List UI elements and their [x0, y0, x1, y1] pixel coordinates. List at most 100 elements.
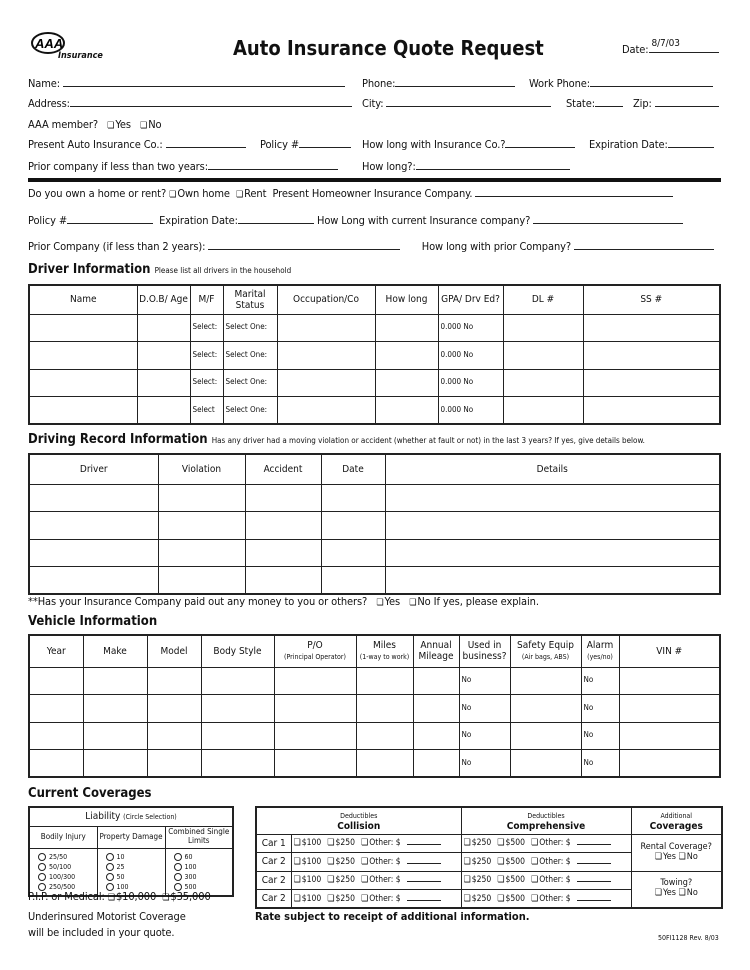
table-cell[interactable] [28, 396, 138, 425]
table-cell[interactable]: No [580, 721, 620, 750]
present-auto-field[interactable]: Present Auto Insurance Co.: [28, 138, 246, 151]
table-cell[interactable] [273, 721, 357, 750]
name-field[interactable]: Name: [28, 77, 346, 90]
table-cell[interactable] [136, 313, 191, 342]
collision-other-input[interactable] [406, 837, 441, 846]
date-field[interactable]: Date: 8/7/03 [622, 38, 719, 56]
table-cell[interactable] [244, 511, 322, 540]
table-cell[interactable] [276, 313, 376, 342]
comprehensive-option-checkbox[interactable]: $500 [497, 857, 525, 867]
table-cell[interactable]: Select [189, 396, 224, 425]
pip-10000-checkbox[interactable]: $10,000 [108, 890, 156, 903]
table-cell[interactable] [412, 694, 460, 723]
table-cell[interactable] [412, 749, 460, 778]
table-cell[interactable] [374, 368, 439, 397]
collision-option-checkbox[interactable]: Other: $ [361, 838, 401, 848]
no-checkbox[interactable]: No [679, 852, 698, 862]
phone-field[interactable]: Phone: [362, 77, 516, 90]
table-cell[interactable]: No [458, 749, 511, 778]
liability-option[interactable]: 60 [173, 852, 225, 862]
table-cell[interactable] [157, 483, 246, 512]
table-cell[interactable] [273, 666, 357, 695]
aaa-yes-checkbox[interactable]: Yes [107, 118, 131, 131]
liability-option[interactable]: 100 [105, 882, 157, 892]
table-cell[interactable] [136, 396, 191, 425]
table-cell[interactable]: 0.000 No [437, 396, 504, 425]
table-cell[interactable] [582, 396, 721, 425]
comprehensive-option-checkbox[interactable]: Other: $ [531, 838, 571, 848]
collision-other-input[interactable] [406, 856, 441, 864]
home-prior-how-long-input[interactable] [574, 240, 715, 250]
payout-no-checkbox[interactable]: No [409, 595, 431, 608]
table-cell[interactable] [28, 341, 138, 370]
table-cell[interactable] [28, 694, 84, 723]
liability-option[interactable]: 10 [105, 852, 157, 862]
home-prior-input[interactable] [208, 240, 401, 250]
how-long-field[interactable]: How long?: [362, 160, 570, 173]
liability-option[interactable]: 100 [173, 862, 225, 872]
table-cell[interactable] [136, 368, 191, 397]
table-cell[interactable] [618, 749, 721, 778]
homeowner-company-input[interactable] [475, 187, 674, 197]
comprehensive-option-checkbox[interactable]: $500 [497, 894, 525, 904]
table-cell[interactable] [374, 313, 439, 342]
table-cell[interactable] [384, 511, 721, 540]
table-cell[interactable] [374, 341, 439, 370]
collision-option-checkbox[interactable]: Other: $ [361, 875, 401, 885]
table-cell[interactable] [502, 396, 584, 425]
liability-option[interactable]: 50/100 [38, 862, 89, 872]
table-cell[interactable] [320, 511, 386, 540]
table-cell[interactable] [502, 368, 584, 397]
liability-option[interactable]: 300 [173, 872, 225, 882]
yes-checkbox[interactable]: Yes [655, 852, 676, 862]
table-cell[interactable] [509, 721, 582, 750]
table-cell[interactable] [502, 313, 584, 342]
table-cell[interactable]: No [580, 666, 620, 695]
liability-option[interactable]: 250/500 [38, 882, 89, 892]
comprehensive-other-input[interactable] [576, 837, 611, 846]
comprehensive-option-checkbox[interactable]: $250 [464, 875, 492, 885]
table-cell[interactable]: Select: [189, 313, 224, 342]
yes-checkbox[interactable]: Yes [655, 888, 676, 898]
collision-other-input[interactable] [406, 874, 441, 883]
liability-option[interactable]: 25/50 [38, 852, 89, 862]
table-cell[interactable] [273, 749, 357, 778]
table-cell[interactable] [28, 566, 159, 595]
table-cell[interactable] [200, 721, 275, 750]
table-cell[interactable]: Select One: [222, 368, 278, 397]
table-cell[interactable] [82, 666, 148, 695]
liability-option[interactable]: 500 [173, 882, 225, 892]
table-cell[interactable] [146, 721, 202, 750]
table-cell[interactable] [244, 538, 322, 567]
table-cell[interactable] [136, 341, 191, 370]
table-cell[interactable]: Select: [189, 368, 224, 397]
own-home-checkbox[interactable]: Own home [169, 187, 230, 200]
no-checkbox[interactable]: No [679, 888, 698, 898]
collision-option-checkbox[interactable]: $100 [294, 838, 322, 848]
expiration-field[interactable]: Expiration Date: [589, 138, 714, 151]
comprehensive-option-checkbox[interactable]: $500 [497, 838, 525, 848]
table-cell[interactable] [320, 483, 386, 512]
table-cell[interactable] [355, 749, 414, 778]
table-cell[interactable] [28, 368, 138, 397]
table-cell[interactable] [146, 749, 202, 778]
table-cell[interactable] [582, 313, 721, 342]
table-cell[interactable]: 0.000 No [437, 368, 504, 397]
table-cell[interactable] [28, 483, 159, 512]
table-cell[interactable] [355, 694, 414, 723]
table-cell[interactable]: Select: [189, 341, 224, 370]
table-cell[interactable] [28, 511, 159, 540]
table-cell[interactable] [157, 566, 246, 595]
comprehensive-other-input[interactable] [576, 874, 611, 883]
policy-field[interactable]: Policy # [260, 138, 352, 151]
collision-option-checkbox[interactable]: $100 [294, 857, 322, 867]
table-cell[interactable] [509, 666, 582, 695]
table-cell[interactable] [244, 566, 322, 595]
table-cell[interactable]: No [580, 749, 620, 778]
table-cell[interactable] [355, 721, 414, 750]
table-cell[interactable] [200, 694, 275, 723]
collision-option-checkbox[interactable]: $250 [327, 894, 355, 904]
city-field[interactable]: City: [362, 97, 552, 110]
collision-option-checkbox[interactable]: $250 [327, 838, 355, 848]
comprehensive-option-checkbox[interactable]: Other: $ [531, 857, 571, 867]
